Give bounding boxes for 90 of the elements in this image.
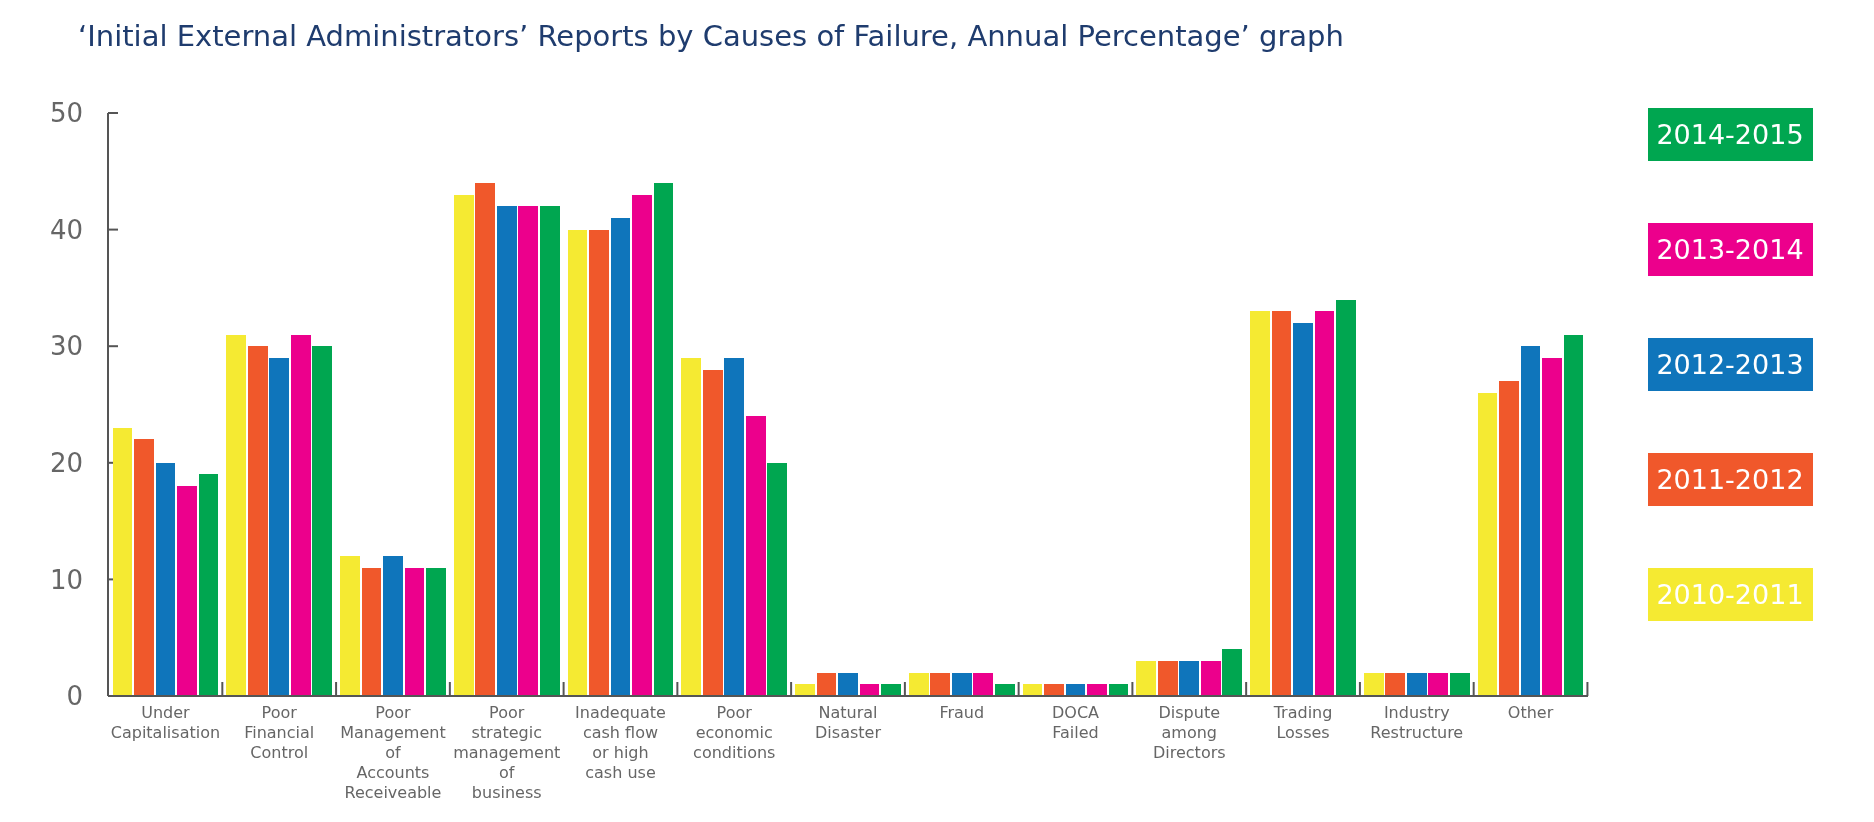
bar (589, 229, 609, 696)
bar (453, 194, 474, 696)
x-tick-label: Under Capitalisation (110, 703, 221, 742)
bar (177, 486, 197, 696)
bar (1499, 381, 1519, 696)
bar (1428, 672, 1449, 696)
bar (724, 357, 745, 696)
y-tick-label: 50 (49, 98, 83, 129)
x-tick-label: DOCA Failed (1052, 703, 1100, 742)
x-tick-label: Poor Management of Accounts Receiveable (340, 703, 446, 802)
bar (1520, 346, 1541, 696)
bar (951, 672, 972, 696)
x-tick-label: Trading Losses (1272, 703, 1333, 742)
bar (269, 357, 290, 696)
bar (1293, 322, 1313, 696)
y-tick-label: 20 (49, 447, 83, 478)
bar (496, 206, 517, 696)
bar (1222, 649, 1243, 696)
bar (198, 474, 219, 696)
bar (1065, 684, 1086, 696)
bar (1087, 684, 1107, 696)
bar (1022, 684, 1043, 696)
bar (383, 556, 403, 696)
bar (1200, 661, 1221, 696)
bar (539, 206, 560, 696)
bar (745, 416, 766, 696)
bar (653, 182, 674, 696)
x-tick-label: Other (1507, 703, 1554, 722)
bar (361, 567, 382, 696)
bar (155, 462, 176, 696)
text: 2011-2012 (1656, 464, 1804, 496)
bar (1477, 392, 1498, 696)
x-tick-label: Inadequate cash flow or high cash use (575, 703, 666, 782)
bar (312, 346, 333, 696)
bar (1336, 299, 1356, 696)
bar (632, 194, 652, 696)
x-tick-label: Poor Financial Control (244, 703, 315, 762)
bar (247, 346, 268, 696)
bar (518, 206, 539, 696)
bar (112, 427, 133, 696)
bar (1044, 684, 1064, 696)
x-tick-label: Fraud (939, 703, 985, 722)
bar (226, 334, 247, 696)
bar (930, 672, 951, 696)
x-tick-label: Poor economic conditions (693, 703, 776, 762)
bar (1179, 661, 1200, 696)
text: 2012-2013 (1656, 349, 1804, 381)
bar (290, 334, 311, 696)
x-tick-label: Industry Restructure (1370, 703, 1464, 742)
bar (1542, 357, 1562, 696)
bar (767, 462, 788, 696)
x-tick-label: Dispute among Directors (1152, 703, 1226, 762)
y-tick-label: 40 (49, 214, 83, 245)
bar (475, 182, 496, 696)
bar (1449, 672, 1470, 696)
bar (567, 229, 588, 696)
bar (816, 672, 837, 696)
bar (404, 567, 425, 696)
bar (1108, 684, 1129, 696)
bar (859, 684, 880, 696)
bar (340, 556, 360, 696)
bar (1385, 672, 1406, 696)
bar (1314, 311, 1335, 696)
bar (1406, 672, 1427, 696)
bar (134, 439, 154, 696)
bar (1136, 661, 1157, 696)
y-tick-label: 0 (66, 681, 83, 712)
bar (681, 357, 702, 696)
y-tick-label: 10 (49, 564, 83, 595)
text: 2013-2014 (1656, 234, 1804, 266)
y-tick-label: 30 (49, 331, 83, 362)
bar (1250, 311, 1270, 696)
bar (973, 672, 994, 696)
bar (1271, 311, 1292, 696)
x-tick-label: Poor strategic management of business (453, 703, 561, 802)
bar (702, 369, 723, 696)
bar (1563, 334, 1584, 696)
bar (994, 684, 1015, 696)
bar (881, 684, 901, 696)
chart-title: ‘Initial External Administrators’ Reports by Causes of Failure, Annual Percentage’ graph (78, 19, 1344, 53)
bar (1363, 672, 1384, 696)
bar (1157, 661, 1178, 696)
bar (908, 672, 929, 696)
bar (426, 567, 446, 696)
bar (610, 217, 631, 696)
text: 2014-2015 (1656, 119, 1804, 151)
text: 2010-2011 (1656, 579, 1804, 611)
bar (838, 672, 858, 696)
bar (795, 684, 815, 696)
x-tick-label: Natural Disaster (815, 703, 882, 742)
